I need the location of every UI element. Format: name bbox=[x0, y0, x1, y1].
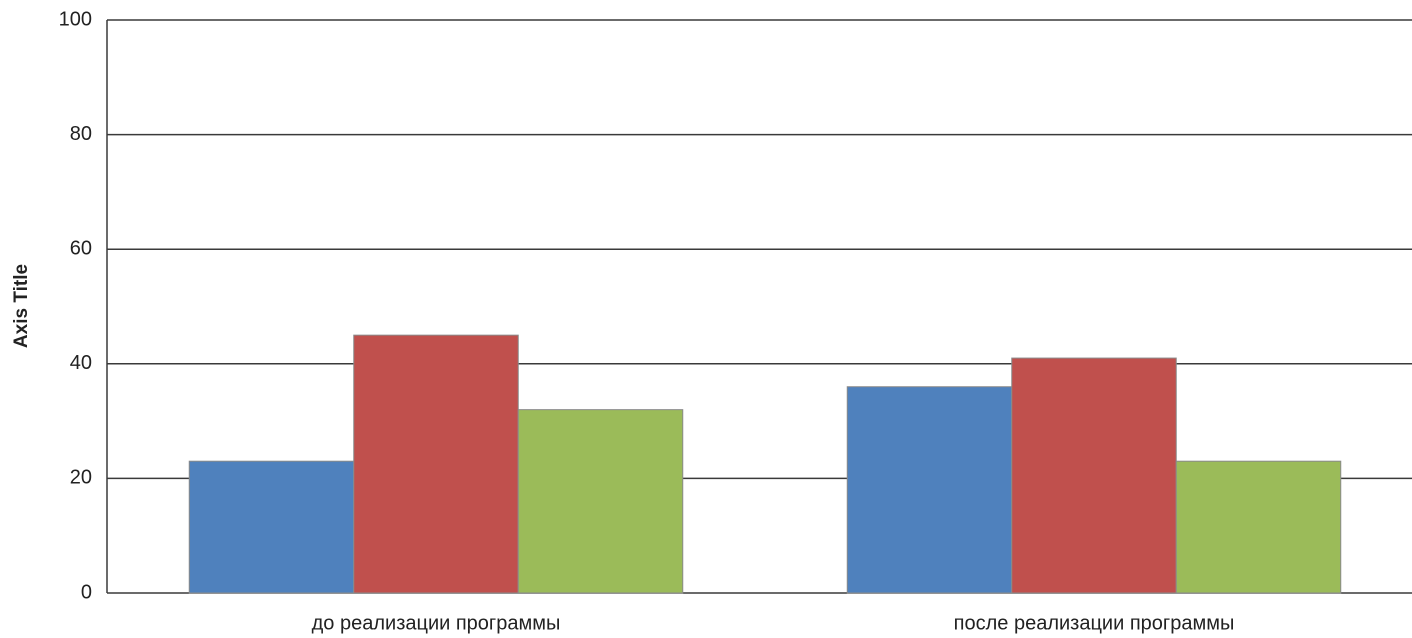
y-tick-label: 80 bbox=[70, 123, 92, 145]
y-tick-label: 40 bbox=[70, 352, 92, 374]
bar bbox=[353, 334, 519, 594]
y-tick-label: 100 bbox=[59, 8, 92, 30]
y-tick-label: 20 bbox=[70, 467, 92, 489]
y-axis-title: Axis Title bbox=[11, 264, 32, 348]
y-tick-label: 0 bbox=[81, 581, 92, 603]
bar bbox=[1175, 460, 1342, 594]
x-tick-label: до реализации программы bbox=[312, 612, 561, 634]
bar bbox=[517, 409, 684, 594]
x-tick-label: после реализации программы bbox=[954, 612, 1235, 634]
bar bbox=[188, 460, 355, 594]
bar bbox=[1011, 357, 1177, 594]
bar bbox=[846, 386, 1013, 594]
y-tick-label: 60 bbox=[70, 237, 92, 259]
